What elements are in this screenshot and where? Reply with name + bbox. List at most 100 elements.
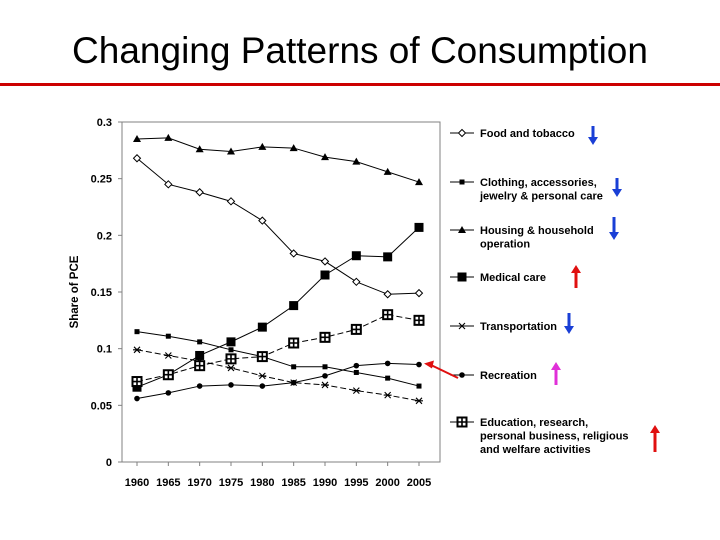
data-point <box>133 135 141 142</box>
data-point <box>257 322 267 332</box>
title-divider <box>0 83 720 86</box>
legend-label: jewelry & personal care <box>479 191 603 203</box>
x-tick-label: 2005 <box>407 477 431 489</box>
data-point <box>228 382 234 388</box>
data-point <box>320 257 330 266</box>
data-point <box>131 376 143 388</box>
data-point <box>134 329 140 335</box>
data-point <box>414 222 424 232</box>
legend-label: Recreation <box>480 370 537 382</box>
legend-label: and welfare activities <box>480 444 591 456</box>
x-tick-label: 1975 <box>219 477 243 489</box>
data-point <box>227 364 235 372</box>
data-point <box>132 154 142 163</box>
data-point <box>134 395 140 402</box>
annotation-arrow <box>431 364 459 379</box>
data-point <box>227 147 235 155</box>
trend-arrow-down <box>612 178 622 197</box>
trend-arrow-up <box>650 425 660 452</box>
data-point <box>289 301 299 311</box>
series-line-5 <box>136 362 420 400</box>
data-point <box>164 133 173 141</box>
series-line-6 <box>136 314 420 383</box>
trend-arrow-down <box>588 126 598 145</box>
data-point <box>352 157 361 165</box>
legend-label: Housing & household <box>480 225 594 237</box>
data-point <box>162 369 174 381</box>
data-point <box>258 216 267 225</box>
y-axis-label: Share of PCE <box>69 255 81 328</box>
x-tick-label: 1980 <box>250 477 274 489</box>
legend-label: Medical care <box>480 272 546 284</box>
data-point <box>383 252 393 262</box>
x-tick-label: 1970 <box>187 477 211 489</box>
data-point <box>415 397 423 405</box>
data-point <box>416 361 422 368</box>
legend-marker <box>458 226 466 233</box>
y-tick-label: 0.1 <box>97 344 112 356</box>
data-point <box>352 277 361 287</box>
legend-label: Clothing, accessories, <box>480 177 597 189</box>
x-tick-label: 1995 <box>344 477 368 489</box>
data-point <box>258 372 267 380</box>
data-point <box>321 381 329 389</box>
data-point <box>319 331 331 343</box>
y-tick-label: 0.2 <box>97 230 112 242</box>
trend-arrow-down <box>609 217 619 240</box>
data-point <box>256 351 268 363</box>
trend-arrow-down <box>564 313 574 334</box>
legend-marker <box>456 416 468 428</box>
legend-marker <box>457 128 467 138</box>
y-tick-label: 0.25 <box>91 174 112 186</box>
data-point <box>165 390 172 396</box>
data-point <box>289 249 298 258</box>
data-point <box>383 290 392 299</box>
data-point <box>351 251 361 261</box>
data-point <box>164 352 173 359</box>
data-point <box>383 391 392 399</box>
data-point <box>165 333 171 339</box>
trend-arrow-up <box>571 265 581 288</box>
data-point <box>195 145 204 153</box>
x-tick-label: 1985 <box>281 477 305 489</box>
y-tick-label: 0 <box>106 457 112 469</box>
data-point <box>382 309 394 321</box>
data-point <box>225 353 237 365</box>
legend-label: Food and tobacco <box>480 128 575 140</box>
data-point <box>289 144 298 152</box>
data-point <box>259 383 266 389</box>
legend-marker <box>459 179 465 185</box>
data-point <box>132 382 142 392</box>
x-tick-label: 2000 <box>375 477 399 489</box>
legend-marker <box>457 272 467 282</box>
legend-marker <box>459 372 465 378</box>
series-line-2 <box>136 137 420 183</box>
data-point <box>415 178 423 186</box>
data-point <box>385 375 391 381</box>
data-point <box>258 142 267 150</box>
data-point <box>195 350 205 360</box>
data-point <box>226 197 236 206</box>
data-point <box>413 314 425 326</box>
x-tick-label: 1990 <box>313 477 337 489</box>
data-point <box>196 383 203 389</box>
trend-arrow-up <box>551 362 561 385</box>
legend-label: operation <box>480 239 530 251</box>
slide-title: Changing Patterns of Consumption <box>72 30 648 71</box>
annotation-arrowhead <box>424 360 434 369</box>
series-line-4 <box>136 349 420 402</box>
data-point <box>226 337 236 347</box>
data-point <box>353 369 359 375</box>
data-point <box>133 346 141 354</box>
data-point <box>383 167 392 175</box>
y-tick-label: 0.15 <box>91 287 112 299</box>
data-point <box>288 337 300 349</box>
legend-marker <box>458 322 466 330</box>
data-point <box>164 180 173 189</box>
x-tick-label: 1965 <box>156 477 180 489</box>
legend-label: Transportation <box>480 321 557 333</box>
y-tick-label: 0.3 <box>97 117 112 129</box>
data-point <box>194 360 206 372</box>
data-point <box>197 339 203 345</box>
